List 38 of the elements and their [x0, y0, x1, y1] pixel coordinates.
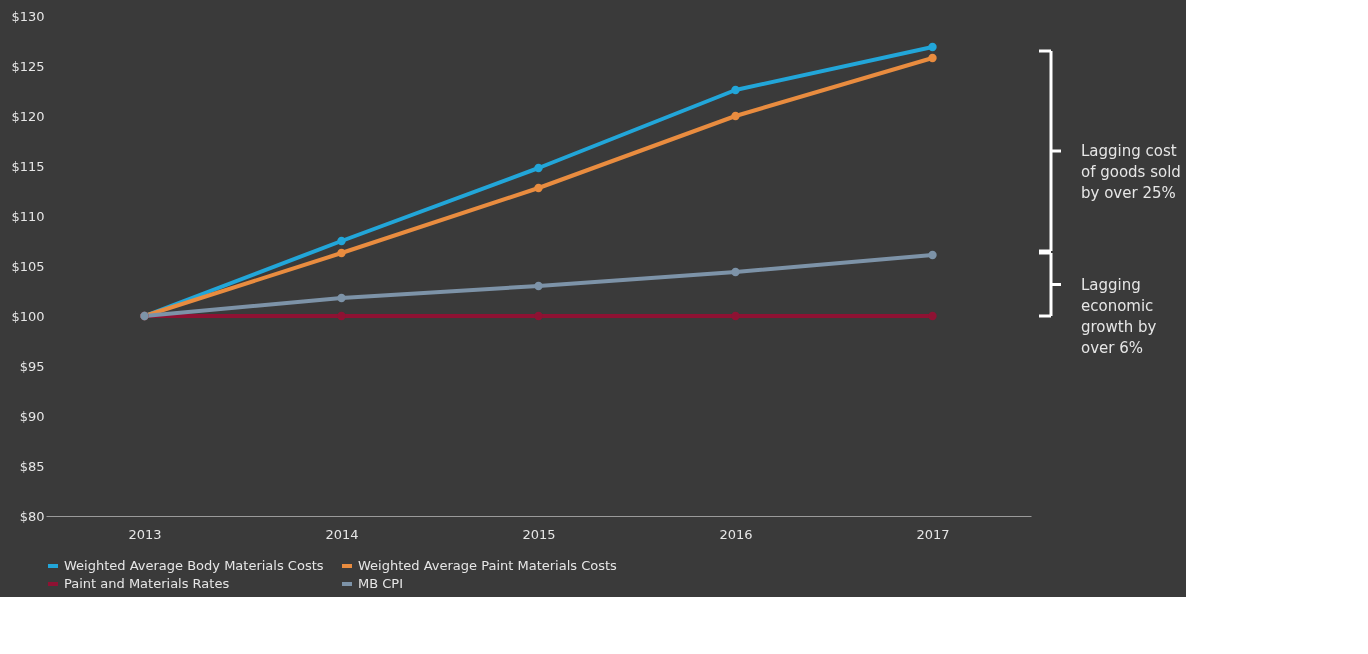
point	[928, 42, 937, 52]
y-tick-label: $80	[19, 508, 45, 524]
point	[534, 311, 543, 321]
legend-label: Weighted Average Paint Materials Costs	[358, 558, 618, 573]
point	[337, 248, 346, 258]
x-tick-label: 2013	[128, 526, 162, 542]
legend-label: MB CPI	[358, 576, 404, 591]
point	[731, 111, 740, 121]
point	[534, 163, 543, 173]
point	[337, 311, 346, 321]
text: Lagging economic growth by over 6%	[1081, 275, 1157, 357]
y-tick-label: $90	[19, 408, 45, 424]
point	[534, 183, 543, 193]
point	[337, 236, 346, 246]
point	[928, 250, 937, 260]
point	[731, 311, 740, 321]
point	[928, 311, 937, 321]
point	[534, 281, 543, 291]
y-tick-label: $115	[11, 158, 45, 174]
point	[731, 267, 740, 277]
point	[337, 293, 346, 303]
y-tick-label: $120	[11, 108, 45, 124]
x-tick-label: 2017	[916, 526, 950, 542]
point	[928, 53, 937, 63]
y-tick-label: $130	[11, 8, 45, 24]
x-tick-label: 2014	[325, 526, 359, 542]
y-tick-label: $110	[11, 208, 45, 224]
x-tick-label: 2016	[719, 526, 753, 542]
point	[731, 85, 740, 95]
y-tick-label: $85	[19, 458, 45, 474]
y-tick-label: $100	[11, 308, 45, 324]
y-tick-label: $95	[19, 358, 45, 374]
x-tick-label: 2015	[522, 526, 556, 542]
y-tick-label: $105	[11, 258, 45, 274]
legend-label: Paint and Materials Rates	[64, 576, 230, 591]
y-tick-label: $125	[11, 58, 45, 74]
text: Lagging cost of goods sold by over 25%	[1081, 142, 1181, 202]
legend-label: Weighted Average Body Materials Costs	[64, 558, 324, 573]
